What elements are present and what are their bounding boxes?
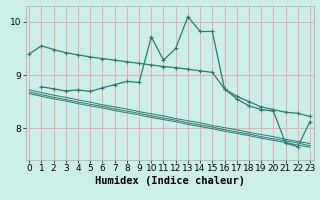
X-axis label: Humidex (Indice chaleur): Humidex (Indice chaleur) [95, 176, 244, 186]
